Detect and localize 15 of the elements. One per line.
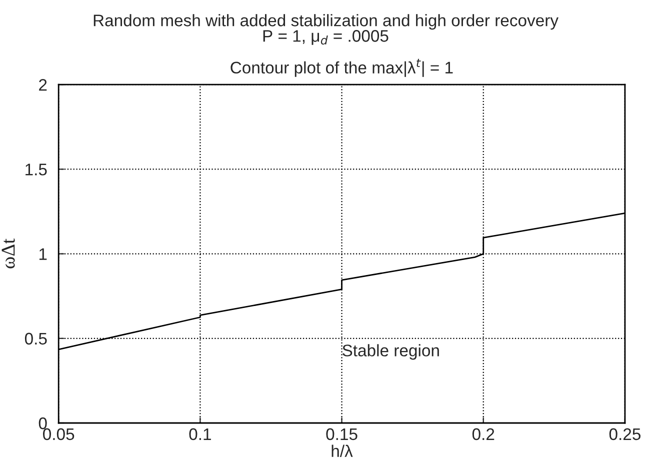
annotation: Stable region [342, 344, 439, 360]
y-tick-label: 1.5 [26, 164, 47, 176]
x-tick-label: 0.1 [189, 428, 211, 440]
y-tick-label: 0 [38, 417, 47, 430]
y-tick-label: 2 [39, 79, 47, 91]
x-tick-label: 0.05 [43, 428, 74, 440]
x-tick-label: 0.25 [609, 428, 640, 440]
y-axis-title: ωΔt [2, 238, 15, 268]
x-axis-title: h/λ [332, 444, 353, 458]
chart-title: Random mesh with added stabilization and high order recovery P = 1, μ$_{d}$ = .0005 [94, 14, 558, 45]
chart-subtitle: Contour plot of the max|λ$^{t}$| = 1 [230, 58, 453, 77]
y-tick-label: 1 [39, 248, 47, 260]
x-tick-label: 0.2 [472, 428, 494, 440]
y-tick-label: 0.5 [24, 332, 47, 345]
x-tick-label: 0.15 [326, 428, 358, 440]
